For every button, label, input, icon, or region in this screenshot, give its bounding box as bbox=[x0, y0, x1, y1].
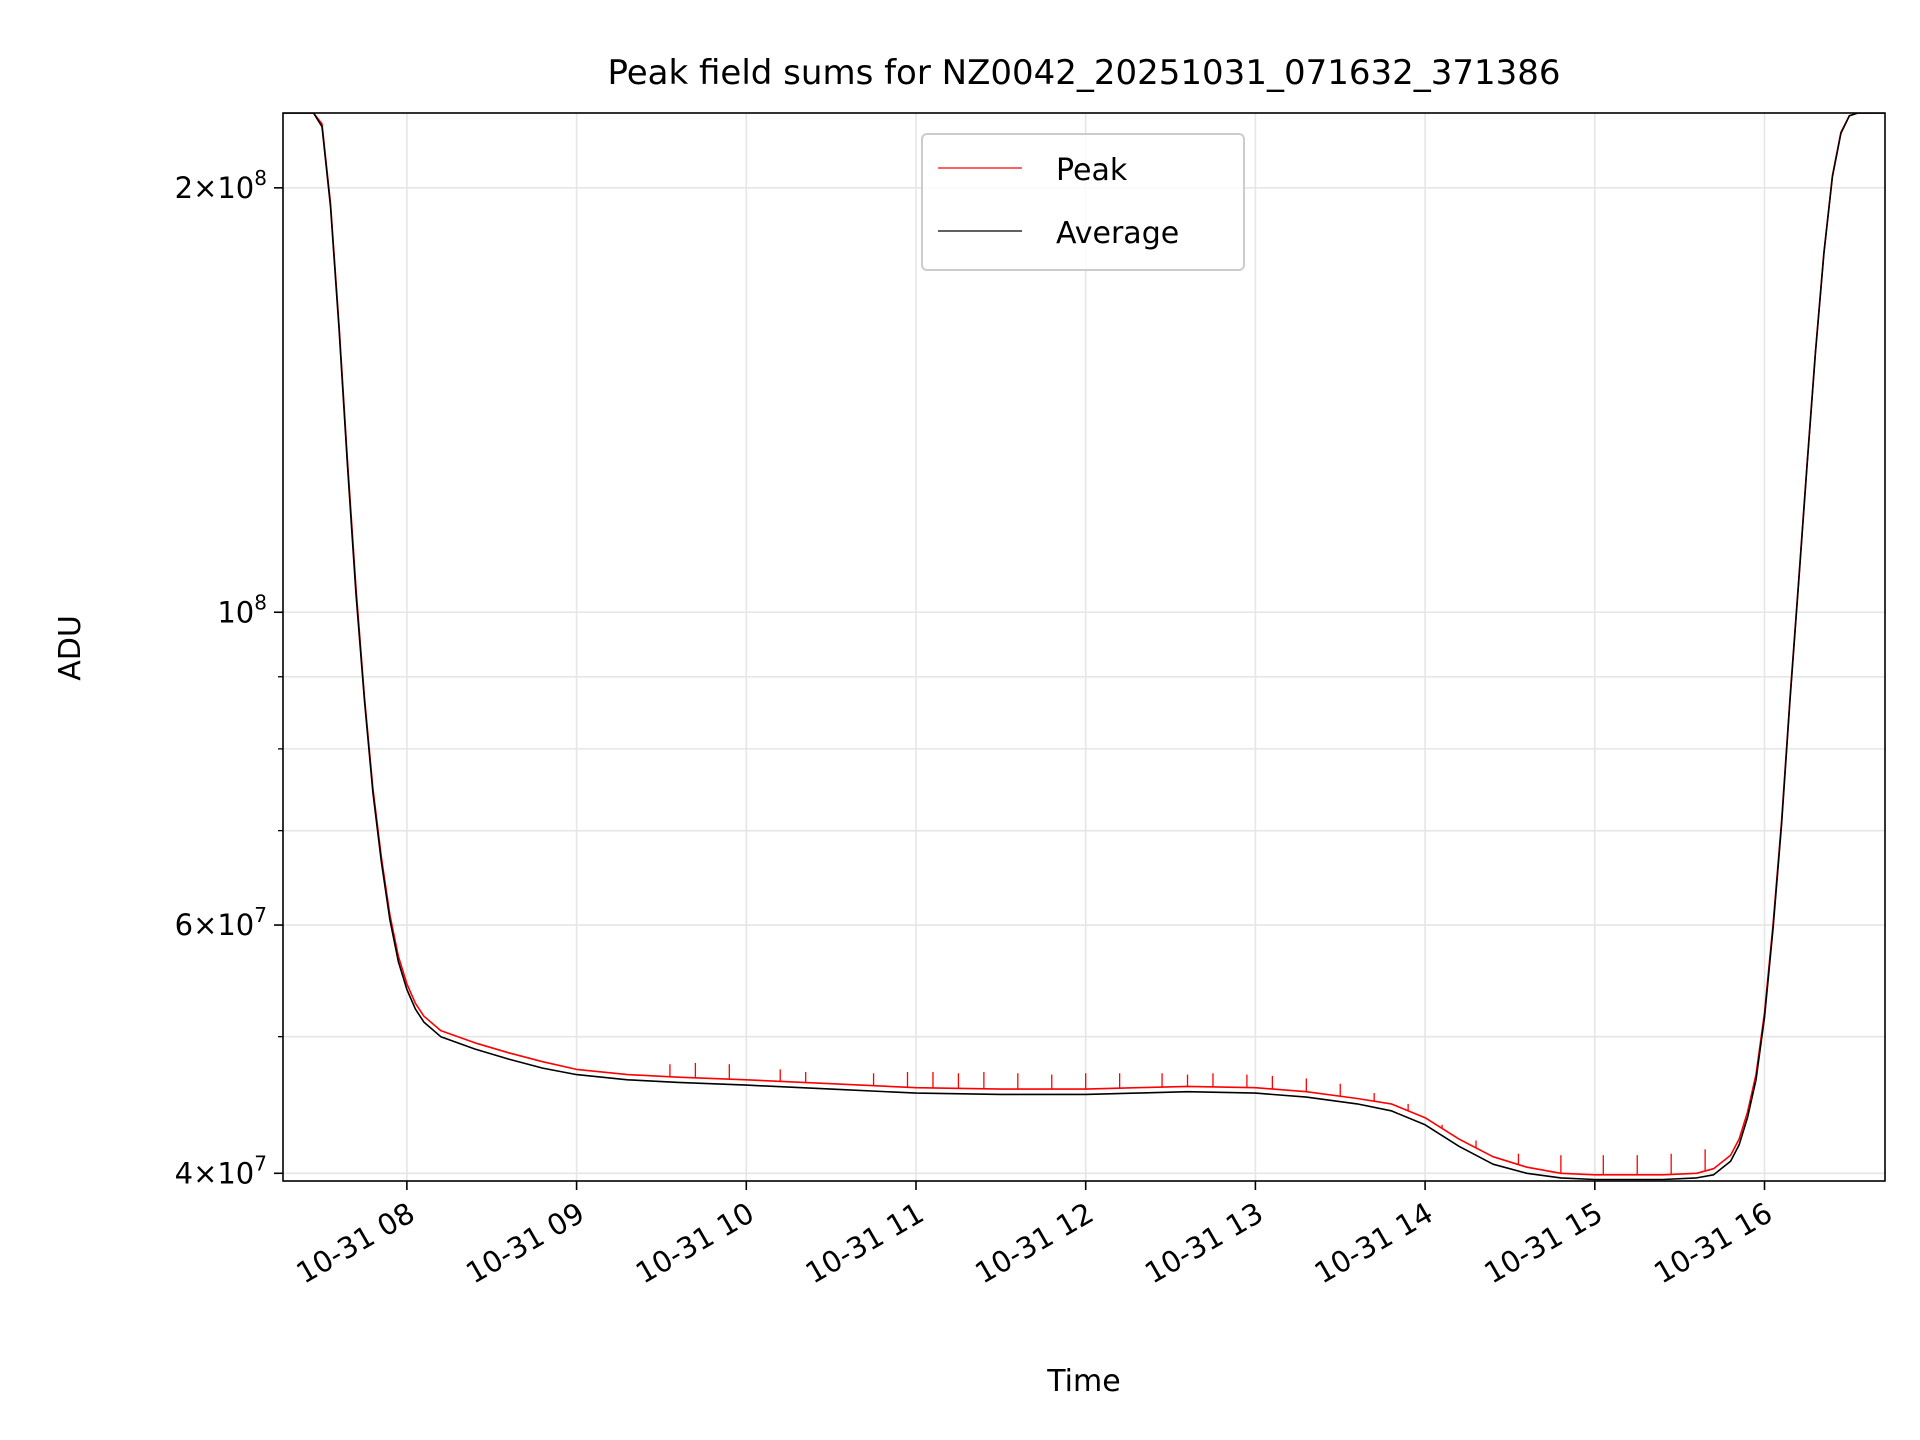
grid-lines bbox=[283, 113, 1885, 1181]
y-tick-label: 4×107 bbox=[175, 1151, 267, 1190]
y-tick-mantissa: 6 bbox=[175, 908, 193, 942]
y-tick-label: 108 bbox=[217, 590, 267, 629]
y-tick-mantissa: 4 bbox=[175, 1156, 193, 1190]
y-tick-label: 6×107 bbox=[175, 903, 267, 942]
y-tick-exponent: 8 bbox=[254, 590, 267, 614]
legend-label-average: Average bbox=[1056, 216, 1179, 251]
plot-series bbox=[283, 113, 1885, 1181]
y-tick-label: 2×108 bbox=[175, 166, 267, 205]
y-tick-mantissa: 2 bbox=[175, 171, 193, 205]
y-tick-times: ×10 bbox=[193, 1156, 254, 1190]
legend-label-peak: Peak bbox=[1056, 153, 1128, 188]
y-tick-exponent: 7 bbox=[254, 1151, 267, 1175]
y-tick-base: 10 bbox=[217, 595, 254, 629]
y-tick-times: ×10 bbox=[193, 908, 254, 942]
y-tick-exponent: 7 bbox=[254, 903, 267, 927]
x-axis-label: Time bbox=[1046, 1364, 1120, 1399]
chart-title: Peak field sums for NZ0042_20251031_0716… bbox=[607, 53, 1560, 93]
y-tick-exponent: 8 bbox=[254, 166, 267, 190]
y-tick-times: ×10 bbox=[193, 171, 254, 205]
plot-area-frame bbox=[282, 112, 1886, 1182]
legend: Peak Average bbox=[921, 133, 1245, 271]
average-series-line bbox=[283, 113, 1885, 1181]
y-axis-label: ADU bbox=[53, 615, 88, 681]
